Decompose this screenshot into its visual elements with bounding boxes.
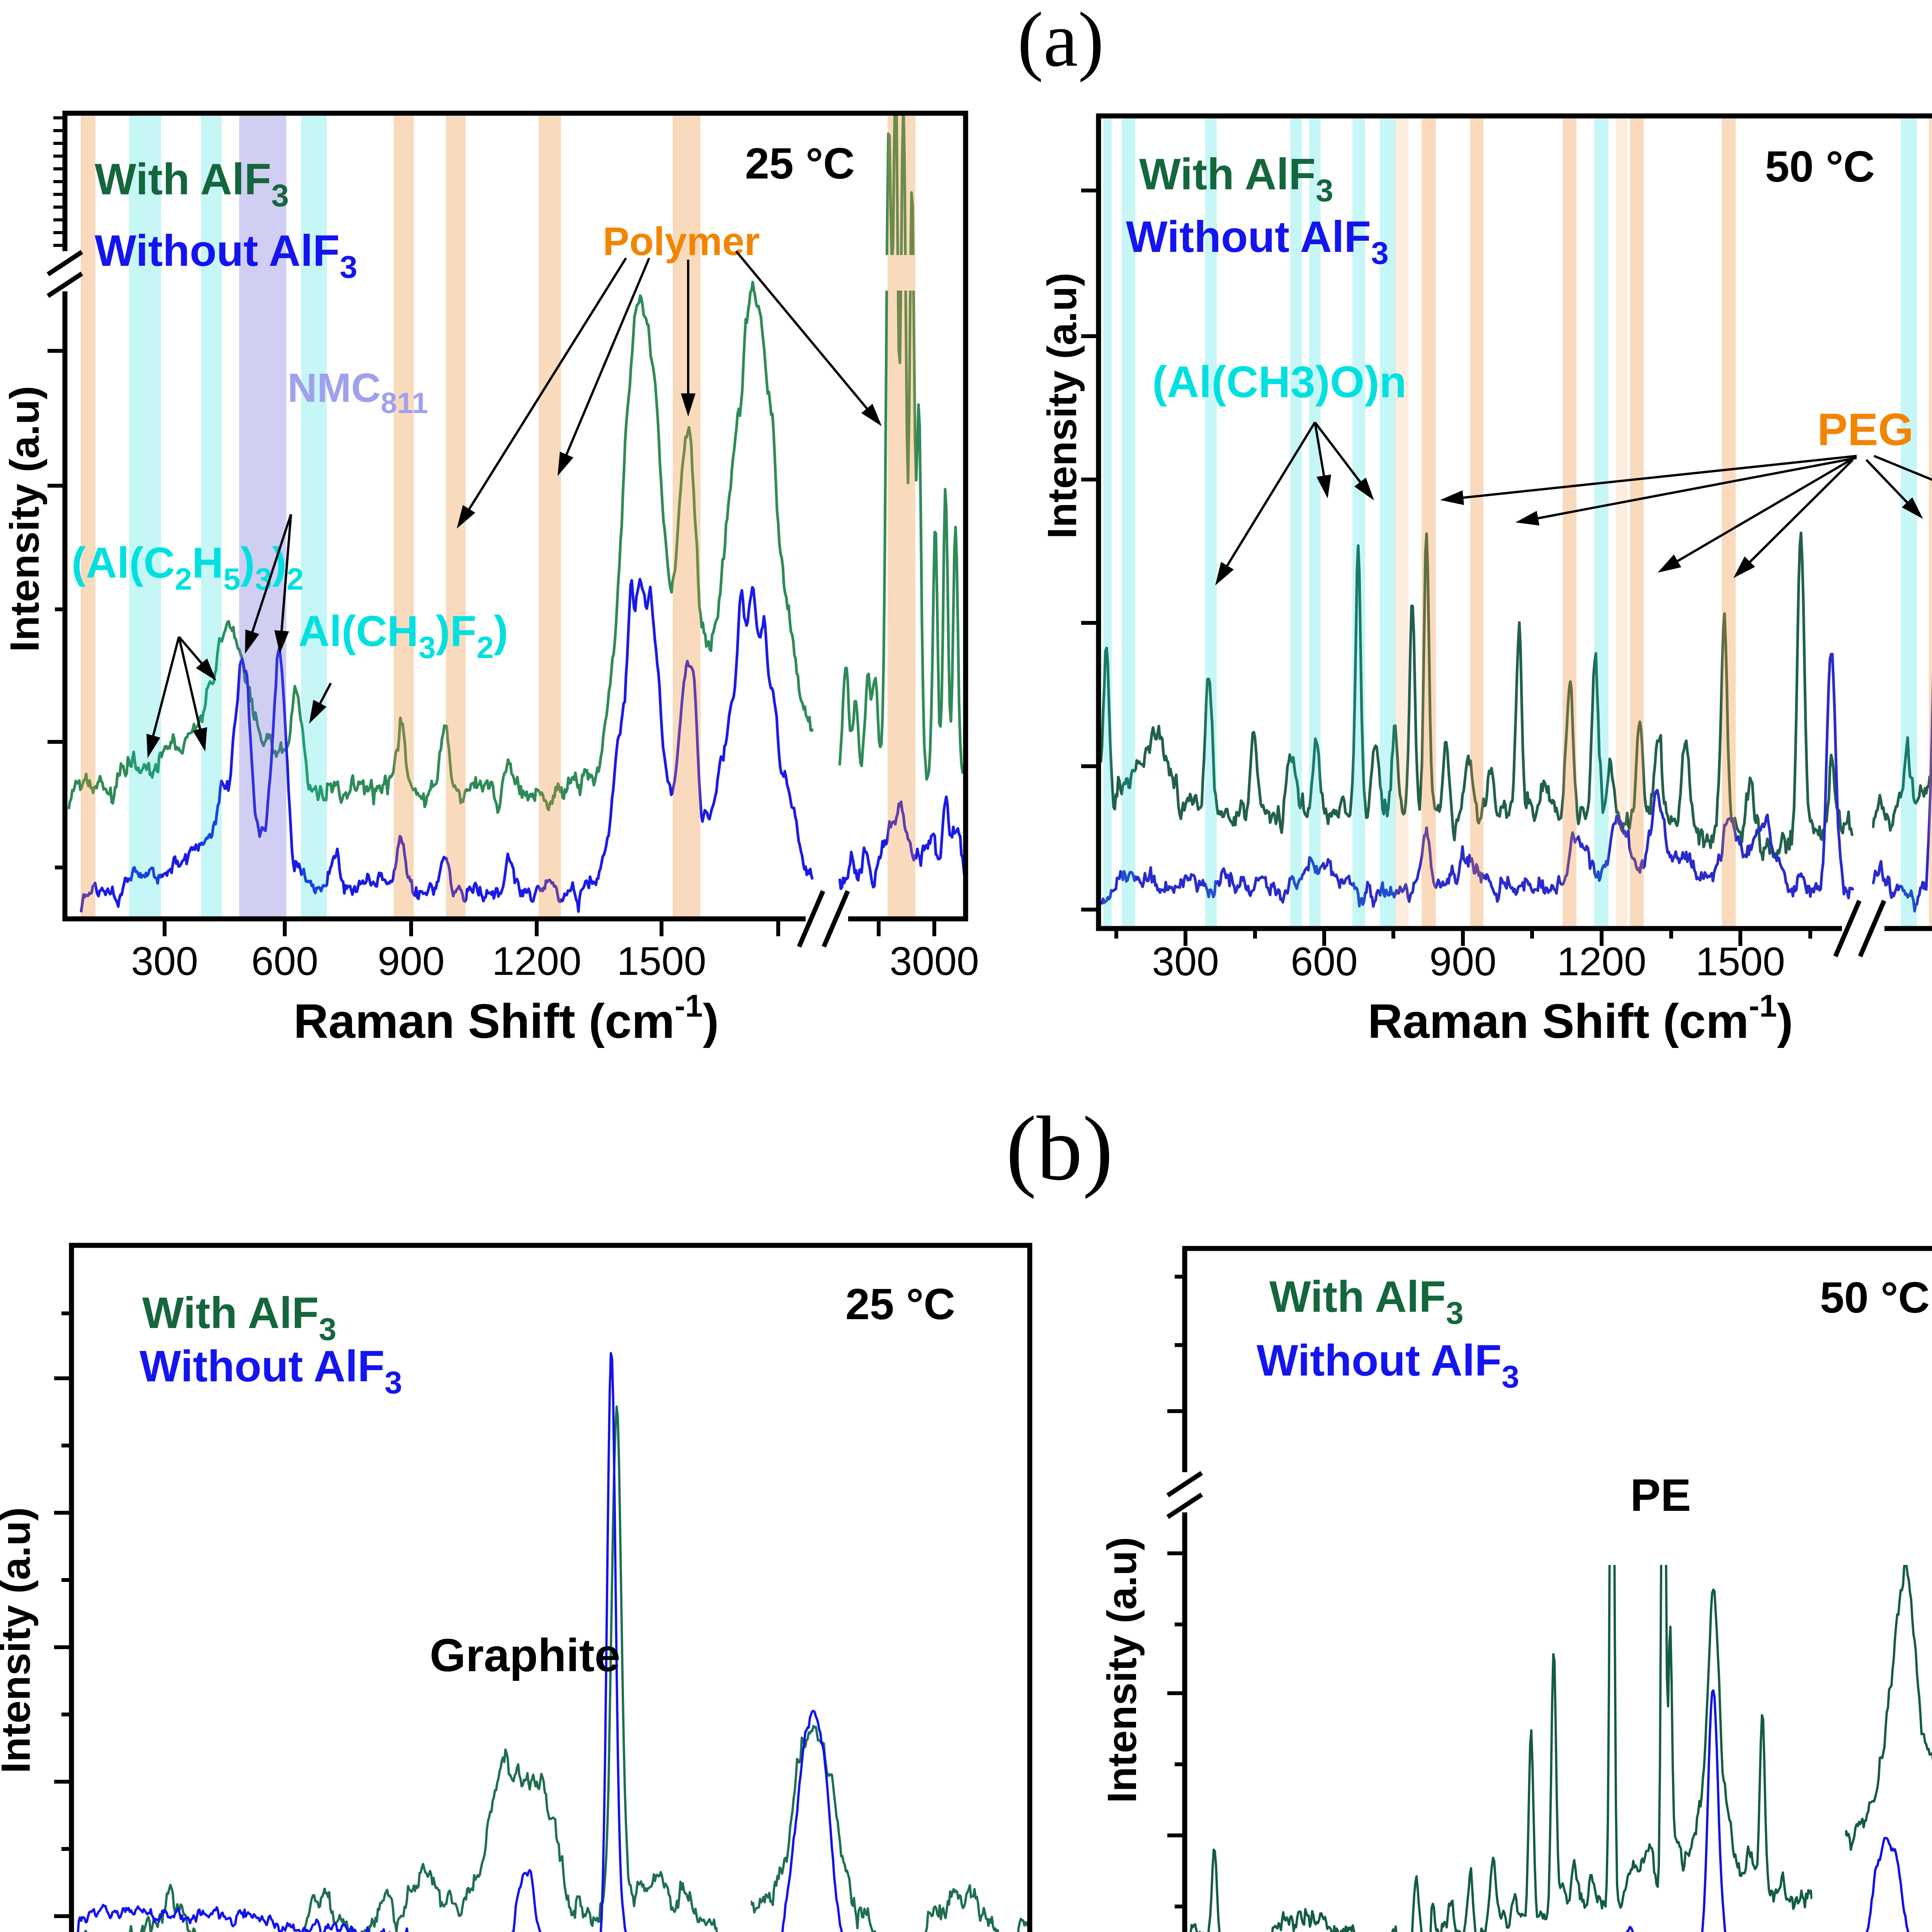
svg-text:With AlF3: With AlF3 [95,155,289,213]
svg-text:With AlF3: With AlF3 [1139,150,1333,208]
svg-text:Intensity (a.u): Intensity (a.u) [2,386,48,652]
svg-text:1500: 1500 [617,939,706,984]
svg-text:PE: PE [1630,1470,1691,1521]
svg-text:Raman Shift (cm-1): Raman Shift (cm-1) [294,988,719,1048]
svg-text:1500: 1500 [1696,939,1785,984]
svg-text:Without AlF3: Without AlF3 [139,1342,402,1400]
svg-text:Without AlF3: Without AlF3 [95,226,357,285]
svg-text:300: 300 [131,939,198,984]
svg-text:25 °C: 25 °C [745,139,855,188]
svg-text:25 °C: 25 °C [845,1280,955,1328]
svg-text:Intensity (a.u): Intensity (a.u) [1039,272,1085,539]
svg-text:(Al(CH3)O)n: (Al(CH3)O)n [1152,357,1406,407]
svg-text:1200: 1200 [1557,939,1646,984]
svg-text:900: 900 [1429,939,1497,984]
svg-text:300: 300 [1152,939,1219,984]
svg-text:(a): (a) [1017,0,1104,83]
svg-text:Intensity (a.u): Intensity (a.u) [1099,1537,1145,1803]
svg-text:Al(CH3)F2): Al(CH3)F2) [298,607,508,665]
svg-text:50 °C: 50 °C [1765,142,1875,191]
svg-text:Intensity (a.u): Intensity (a.u) [0,1507,39,1773]
svg-text:50 °C: 50 °C [1820,1273,1930,1322]
svg-text:900: 900 [378,939,445,984]
svg-text:With AlF3: With AlF3 [1269,1272,1464,1331]
svg-text:Without AlF3: Without AlF3 [1126,213,1389,271]
svg-text:(b): (b) [1006,1098,1113,1199]
svg-text:Raman Shift (cm-1): Raman Shift (cm-1) [1368,988,1793,1048]
svg-text:600: 600 [1291,939,1358,984]
svg-text:PEG: PEG [1817,404,1913,455]
svg-text:With AlF3: With AlF3 [142,1289,337,1347]
svg-text:1200: 1200 [492,939,581,984]
svg-text:Graphite: Graphite [430,1629,620,1681]
svg-text:3000: 3000 [889,939,979,984]
svg-text:Polymer: Polymer [603,219,760,264]
svg-text:Without AlF3: Without AlF3 [1257,1336,1519,1395]
svg-text:600: 600 [251,939,318,984]
